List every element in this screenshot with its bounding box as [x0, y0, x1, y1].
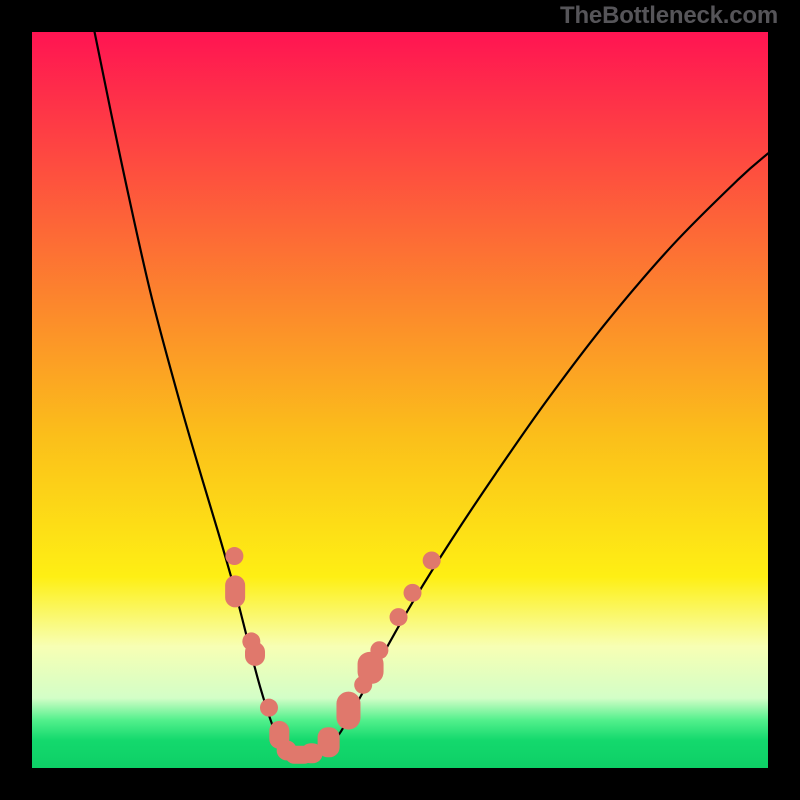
curve-left-marker	[225, 547, 243, 565]
watermark-text: TheBottleneck.com	[560, 2, 778, 30]
plot-svg	[32, 32, 768, 768]
curve-left-marker	[260, 699, 278, 717]
curve-right-marker	[318, 727, 340, 757]
curve-right-marker	[423, 551, 441, 569]
curve-right-marker	[336, 692, 360, 730]
curve-right-marker	[390, 608, 408, 626]
curve-right-marker	[370, 641, 388, 659]
plot-area	[32, 32, 768, 768]
bottleneck-curve	[95, 32, 768, 757]
curve-right-marker	[404, 584, 422, 602]
stage: TheBottleneck.com	[0, 0, 800, 800]
curve-left-marker	[245, 642, 265, 666]
curve-left-marker	[225, 575, 245, 607]
